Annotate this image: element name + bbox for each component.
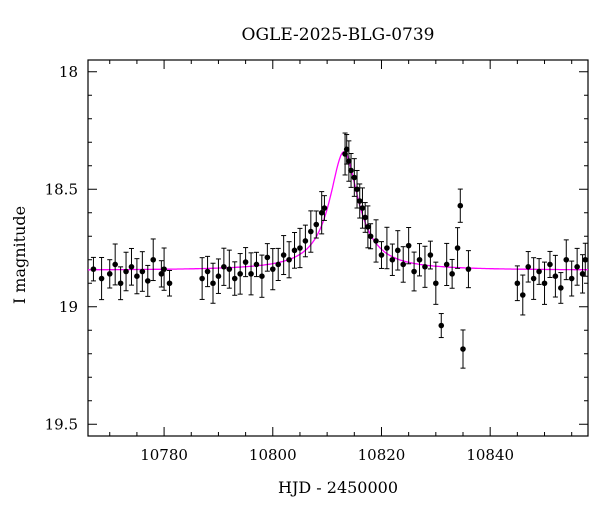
data-point: [286, 256, 292, 263]
data-point: [394, 247, 401, 254]
data-point: [123, 268, 129, 275]
data-point: [150, 256, 157, 263]
data-point: [237, 271, 243, 277]
data-point: [356, 198, 363, 204]
data-point: [541, 280, 548, 287]
data-point: [378, 252, 385, 258]
data-point: [321, 205, 328, 211]
data-point: [563, 256, 570, 263]
data-point: [411, 268, 417, 275]
data-point: [343, 146, 350, 153]
data-point: [253, 261, 260, 268]
data-point: [514, 280, 521, 287]
y-tick-label: 18.5: [45, 180, 78, 198]
data-point: [291, 247, 298, 254]
axis-tick-labels: 10780 10800 10820 10840 18 18.5 19 19.5: [45, 63, 514, 464]
data-point: [433, 280, 439, 287]
data-point: [134, 273, 140, 280]
data-point: [525, 264, 532, 270]
data-point: [449, 271, 455, 277]
data-point: [405, 242, 412, 249]
data-point: [536, 268, 542, 275]
data-point: [427, 252, 434, 258]
data-point: [210, 280, 216, 287]
data-point: [416, 256, 423, 263]
data-point: [354, 186, 360, 193]
data-point: [308, 228, 314, 235]
data-point: [365, 224, 371, 230]
data-point: [139, 268, 146, 275]
data-point: [568, 275, 575, 282]
data-point: [454, 245, 461, 251]
data-point: [231, 275, 238, 282]
data-point: [106, 271, 113, 277]
data-point: [351, 174, 358, 181]
data-point: [574, 264, 580, 270]
data-point: [161, 266, 167, 272]
data-point: [259, 273, 265, 280]
model-curve: [88, 151, 588, 271]
data-point: [98, 275, 105, 282]
data-point: [359, 205, 366, 211]
data-point: [166, 280, 173, 287]
axis-ticks: [88, 60, 588, 436]
data-point: [367, 233, 374, 240]
data-point: [346, 158, 352, 164]
data-point: [144, 278, 151, 284]
data-point: [242, 259, 249, 265]
data-point: [552, 273, 559, 280]
data-point: [582, 256, 589, 263]
data-point: [264, 254, 271, 261]
data-point: [400, 261, 407, 268]
data-point: [443, 261, 450, 268]
data-point: [313, 221, 320, 228]
data-point: [158, 271, 165, 277]
data-point: [112, 261, 118, 268]
data-point: [215, 273, 222, 280]
data-points: [90, 132, 589, 369]
data-point: [348, 167, 354, 174]
data-point: [547, 261, 553, 268]
data-point: [373, 238, 379, 244]
data-point: [302, 238, 309, 244]
data-point: [90, 266, 97, 272]
data-point: [221, 264, 227, 270]
data-point: [248, 271, 254, 277]
data-point: [275, 261, 282, 268]
x-tick-label: 10800: [249, 446, 297, 464]
data-point: [117, 280, 124, 287]
data-point: [457, 202, 464, 209]
y-axis-label: I magnitude: [10, 206, 29, 304]
data-point: [226, 266, 233, 272]
y-tick-label: 19: [59, 298, 78, 316]
data-point: [384, 245, 390, 251]
y-tick-label: 18: [59, 63, 78, 81]
data-point: [519, 292, 526, 298]
x-tick-label: 10820: [358, 446, 406, 464]
x-axis-label: HJD - 2450000: [278, 478, 398, 497]
data-point: [280, 252, 287, 258]
data-point: [460, 346, 466, 352]
data-point: [422, 264, 428, 270]
data-point: [465, 266, 472, 272]
data-point: [204, 268, 211, 275]
data-point: [128, 264, 135, 270]
data-point: [579, 271, 586, 277]
data-point: [199, 275, 205, 282]
y-tick-label: 19.5: [45, 415, 78, 433]
data-point: [318, 209, 325, 216]
chart-title: OGLE-2025-BLG-0739: [242, 25, 435, 45]
data-point: [530, 275, 537, 282]
data-point: [297, 245, 303, 251]
x-tick-label: 10780: [140, 446, 188, 464]
data-point: [558, 285, 564, 291]
data-point: [438, 322, 445, 329]
data-point: [389, 256, 396, 263]
x-tick-label: 10840: [466, 446, 514, 464]
data-point: [362, 214, 368, 221]
plot-frame: [87, 59, 589, 437]
data-point: [269, 266, 276, 272]
